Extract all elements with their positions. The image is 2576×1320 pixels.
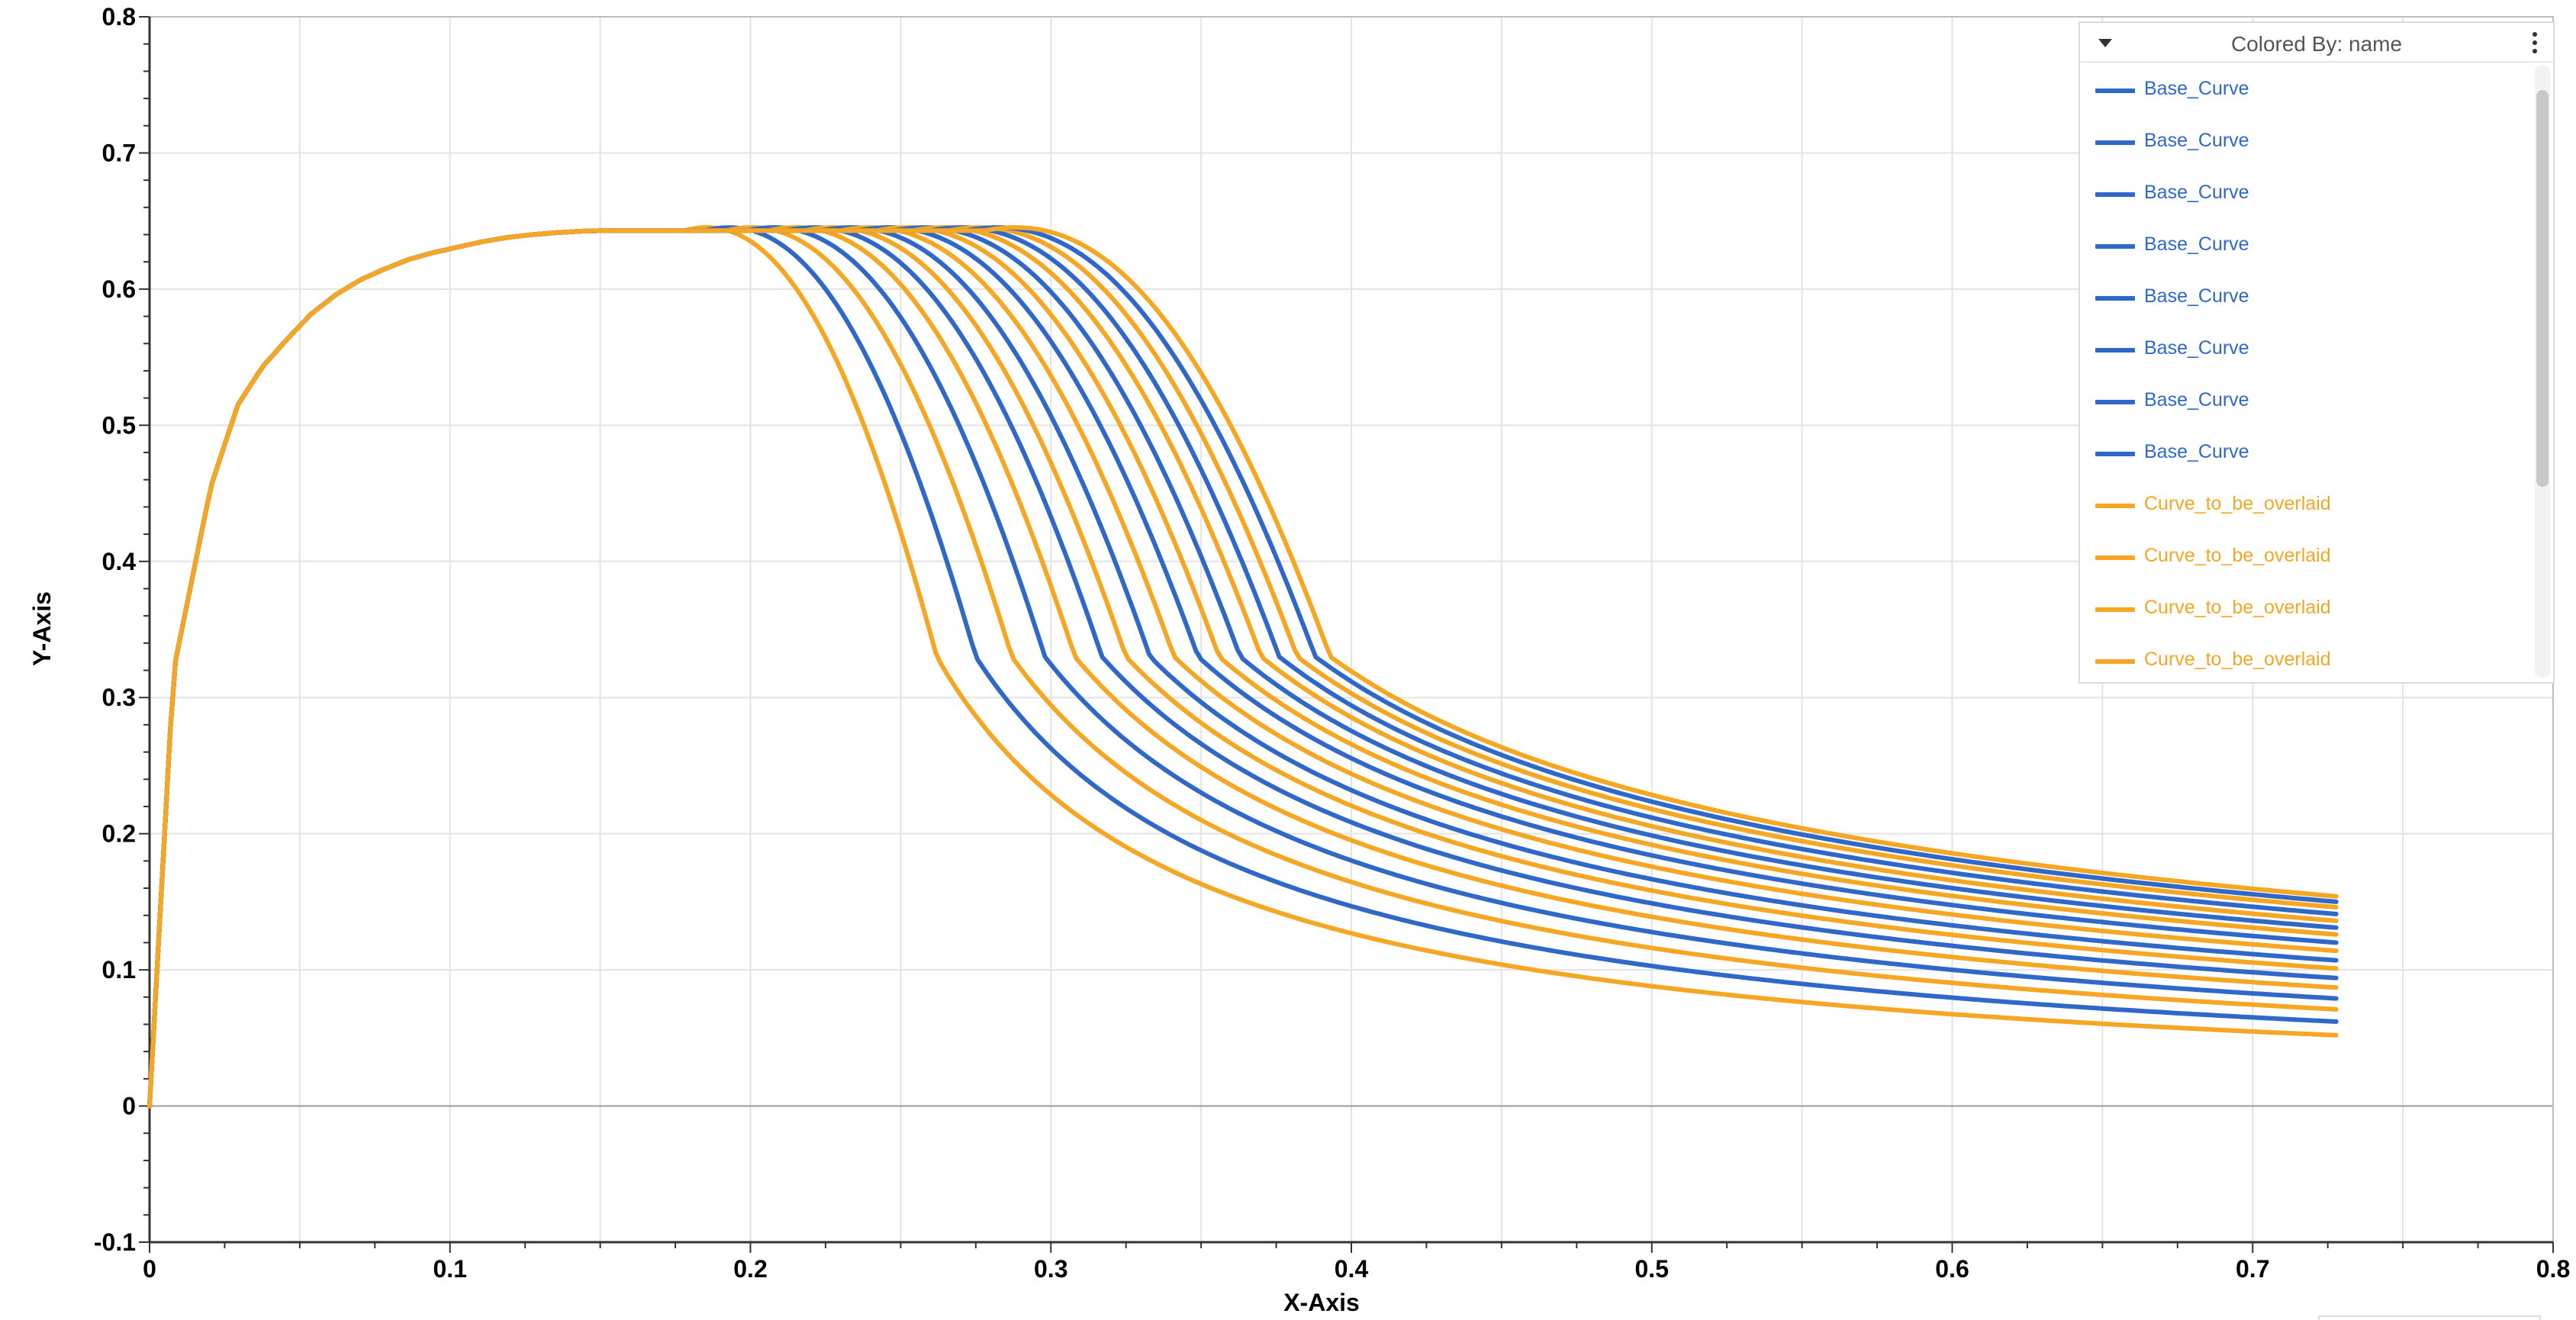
legend-scrollbar[interactable] xyxy=(2535,66,2550,678)
y-tick-label: 0.6 xyxy=(102,275,136,303)
legend-swatch xyxy=(2095,400,2135,404)
y-tick-label: 0.1 xyxy=(102,956,136,984)
legend-swatch xyxy=(2095,140,2135,145)
legend-swatch xyxy=(2095,296,2135,301)
x-tick-label: 0.8 xyxy=(2536,1255,2570,1283)
legend-label: Curve_to_be_overlaid xyxy=(2144,597,2331,618)
legend-swatch xyxy=(2095,89,2135,93)
legend-label: Base_Curve xyxy=(2144,441,2249,462)
legend-label: Base_Curve xyxy=(2144,337,2249,359)
bottom-panel-tab[interactable] xyxy=(2318,1315,2541,1320)
legend-swatch xyxy=(2095,607,2135,612)
legend-item[interactable]: Base_Curve xyxy=(2080,327,2530,372)
tick-labels: 0 0.1 0.2 0.3 0.4 0.5 0.6 0.7 0.8-0.100.10.20.30… xyxy=(94,3,2570,1283)
legend-panel: Colored By: name Base_Curve Base_Curve Bas… xyxy=(2079,21,2555,684)
legend-swatch xyxy=(2095,348,2135,353)
series-lines xyxy=(147,225,2339,1109)
legend-item[interactable]: Curve_to_be_overlaid xyxy=(2080,586,2530,632)
legend-swatch xyxy=(2095,555,2135,560)
y-tick-label: 0 xyxy=(122,1093,136,1120)
kebab-menu-icon[interactable] xyxy=(2526,29,2544,56)
legend-swatch xyxy=(2095,452,2135,456)
x-tick-label: 0.1 xyxy=(433,1255,467,1283)
legend-title: Colored By: name xyxy=(2230,32,2403,56)
x-tick-label: 0.2 xyxy=(733,1255,767,1283)
x-tick-label: 0.6 xyxy=(1935,1255,1969,1283)
x-tick-label: 0 xyxy=(143,1255,156,1283)
legend-label: Base_Curve xyxy=(2144,389,2249,410)
legend-swatch xyxy=(2095,192,2135,197)
y-tick-label: 0.2 xyxy=(102,820,136,848)
legend-item[interactable]: Base_Curve xyxy=(2080,171,2530,217)
x-tick-label: 0.3 xyxy=(1034,1255,1067,1283)
legend-item[interactable]: Base_Curve xyxy=(2080,430,2530,476)
y-tick-label: 0.8 xyxy=(102,3,136,31)
x-tick-label: 0.5 xyxy=(1635,1255,1669,1283)
legend-item[interactable]: Base_Curve xyxy=(2080,119,2530,165)
legend-label: Curve_to_be_overlaid xyxy=(2144,493,2331,514)
legend-header: Colored By: name xyxy=(2080,23,2553,63)
legend-items: Base_Curve Base_Curve Base_Curve Base_Curve… xyxy=(2080,63,2530,682)
legend-label: Curve_to_be_overlaid xyxy=(2144,649,2331,670)
x-axis-title: X-Axis xyxy=(1283,1289,1360,1316)
legend-item[interactable]: Base_Curve xyxy=(2080,275,2530,320)
caret-down-icon[interactable] xyxy=(2094,31,2117,53)
overlay-curve-line[interactable] xyxy=(147,225,2339,1109)
legend-item[interactable]: Base_Curve xyxy=(2080,223,2530,269)
legend-swatch xyxy=(2095,244,2135,249)
legend-item[interactable]: Base_Curve xyxy=(2080,67,2530,113)
legend-item[interactable]: Curve_to_be_overlaid xyxy=(2080,482,2530,528)
legend-label: Base_Curve xyxy=(2144,130,2249,151)
x-tick-label: 0.7 xyxy=(2236,1255,2269,1283)
legend-scroll-thumb[interactable] xyxy=(2536,90,2549,487)
legend-item[interactable]: Curve_to_be_overlaid xyxy=(2080,638,2530,682)
legend-label: Base_Curve xyxy=(2144,78,2249,99)
y-tick-label: -0.1 xyxy=(94,1228,136,1256)
y-tick-label: 0.4 xyxy=(102,548,137,575)
base-curve-line[interactable] xyxy=(147,225,2339,1109)
legend-label: Base_Curve xyxy=(2144,233,2249,255)
legend-label: Curve_to_be_overlaid xyxy=(2144,545,2331,566)
legend-swatch xyxy=(2095,504,2135,508)
y-tick-label: 0.3 xyxy=(102,684,136,711)
y-axis-title: Y-Axis xyxy=(28,591,56,666)
y-tick-label: 0.7 xyxy=(102,139,136,166)
legend-swatch xyxy=(2095,659,2135,664)
legend-item[interactable]: Curve_to_be_overlaid xyxy=(2080,534,2530,580)
x-tick-label: 0.4 xyxy=(1335,1255,1369,1283)
legend-item[interactable]: Base_Curve xyxy=(2080,378,2530,424)
legend-label: Base_Curve xyxy=(2144,285,2249,307)
y-tick-label: 0.5 xyxy=(102,411,136,439)
legend-label: Base_Curve xyxy=(2144,182,2249,203)
